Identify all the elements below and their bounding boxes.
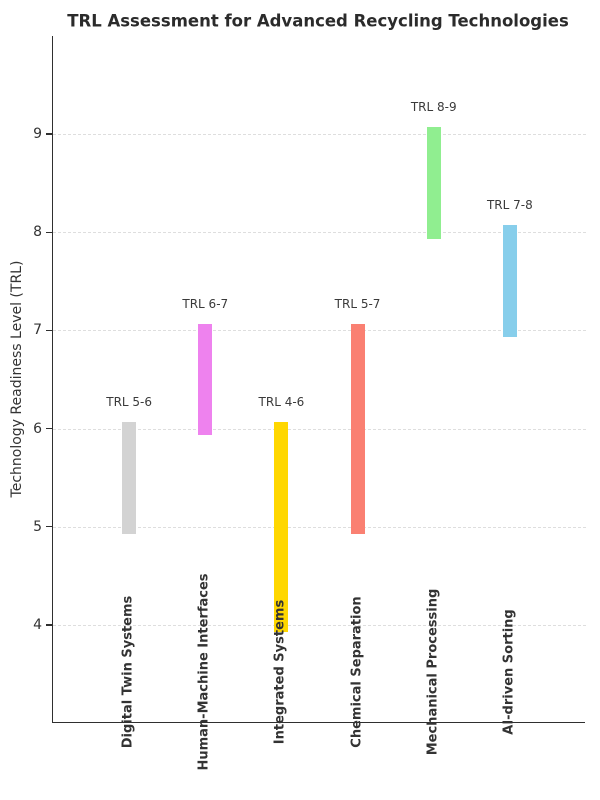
y-tick-label-8: 8 [33, 224, 42, 241]
x-category-label-chemical-separation: Chemical Separation [349, 596, 365, 748]
gridline-trl-4 [53, 624, 586, 626]
y-tick-mark-5 [45, 526, 52, 528]
trl-bar-chemical-separation [350, 323, 365, 534]
y-tick-mark-6 [45, 427, 52, 430]
bar-range-label-ai-driven-sorting: TRL 7-8 [486, 198, 533, 213]
bar-range-label-mechanical-processing: TRL 8-9 [410, 100, 457, 115]
x-category-label-mechanical-processing: Mechanical Processing [425, 588, 441, 756]
x-category-label-integrated-systems: Integrated Systems [272, 599, 288, 745]
bar-range-label-digital-twin-systems: TRL 5-6 [106, 394, 153, 409]
gridline-trl-5 [53, 526, 586, 528]
x-category-label-ai-driven-sorting: AI-driven Sorting [501, 609, 517, 735]
y-tick-mark-4 [45, 624, 52, 626]
trl-bar-mechanical-processing [426, 127, 441, 240]
plot-area: TRL 5-6 TRL 6-7 TRL 4-6 TRL 5-7 TRL 8-9 TRL 7… [52, 36, 586, 723]
y-tick-label-4: 4 [33, 616, 42, 633]
y-tick-mark-7 [45, 329, 52, 332]
y-tick-label-7: 7 [33, 322, 42, 339]
chart-title: TRL Assessment for Advanced Recycling Te… [67, 11, 569, 31]
gridline-trl-6 [53, 428, 586, 430]
y-tick-label-5: 5 [33, 518, 42, 535]
y-axis-title: Technology Readiness Level (TRL) [9, 260, 25, 498]
trl-bar-ai-driven-sorting [502, 225, 517, 338]
gridline-trl-8 [53, 232, 586, 234]
trl-bar-human-machine-interfaces [198, 323, 213, 436]
trl-bar-integrated-systems [274, 421, 289, 632]
y-tick-mark-9 [45, 133, 52, 135]
gridline-trl-7 [53, 330, 586, 332]
gridline-trl-9 [53, 134, 586, 136]
bar-range-label-chemical-separation: TRL 5-7 [334, 296, 381, 311]
y-tick-label-6: 6 [33, 420, 42, 437]
x-category-label-human-machine-interfaces: Human-Machine Interfaces [196, 573, 212, 771]
x-category-label-digital-twin-systems: Digital Twin Systems [120, 595, 136, 749]
bar-range-label-human-machine-interfaces: TRL 6-7 [182, 296, 229, 311]
y-tick-label-9: 9 [33, 126, 42, 143]
y-tick-mark-8 [45, 231, 52, 233]
bar-range-label-integrated-systems: TRL 4-6 [258, 394, 305, 409]
trl-bar-digital-twin-systems [122, 421, 137, 534]
